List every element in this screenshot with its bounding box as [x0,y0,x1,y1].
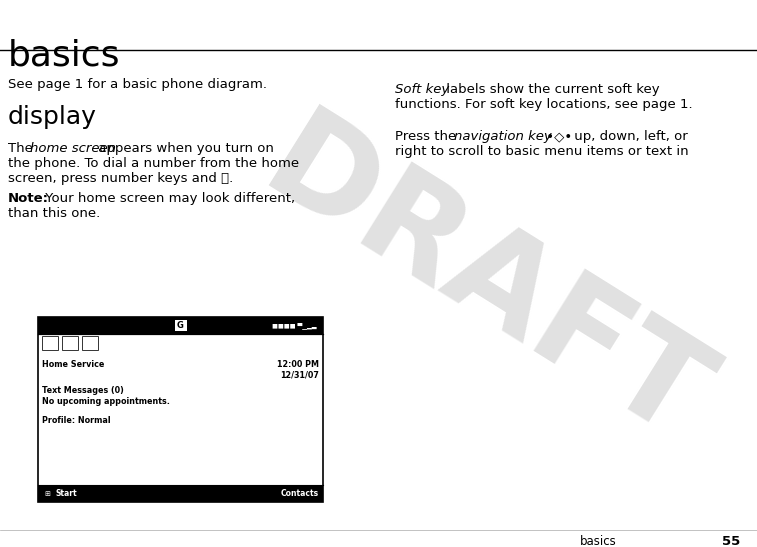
Text: than this one.: than this one. [8,207,100,220]
Text: basics: basics [580,535,617,547]
Text: 12:00 PM: 12:00 PM [277,360,319,369]
Text: ⊞: ⊞ [44,491,50,497]
Bar [42,336,58,350]
Text: 12/31/07: 12/31/07 [280,371,319,380]
Text: 55: 55 [721,535,740,547]
Text: No upcoming appointments.: No upcoming appointments. [42,397,170,406]
Text: Contacts: Contacts [281,489,319,498]
Text: ■■■■ ▀▁▂▃: ■■■■ ▀▁▂▃ [273,322,317,329]
Text: display: display [8,105,97,129]
Bar [62,336,78,350]
Text: See page 1 for a basic phone diagram.: See page 1 for a basic phone diagram. [8,78,267,91]
Text: Profile: Normal: Profile: Normal [42,416,111,425]
Text: appears when you turn on: appears when you turn on [94,142,274,155]
Bar [38,317,323,334]
Text: Home Service: Home Service [42,360,104,369]
Text: Start: Start [56,489,78,498]
Text: functions. For soft key locations, see page 1.: functions. For soft key locations, see p… [395,98,693,111]
Bar [175,320,186,331]
Bar [38,485,323,502]
Text: home screen: home screen [30,142,116,155]
Text: Soft key: Soft key [395,83,449,96]
Text: screen, press number keys and Ⓝ.: screen, press number keys and Ⓝ. [8,172,233,185]
Text: basics: basics [8,38,120,72]
Text: Your home screen may look different,: Your home screen may look different, [41,192,295,205]
Text: labels show the current soft key: labels show the current soft key [442,83,659,96]
Text: G: G [177,321,184,330]
Text: navigation key: navigation key [454,130,552,143]
Bar [82,336,98,350]
Text: Text Messages (0): Text Messages (0) [42,386,124,395]
Text: The: The [8,142,37,155]
Text: Note:: Note: [8,192,49,205]
Text: up, down, left, or: up, down, left, or [570,130,688,143]
Text: Press the: Press the [395,130,460,143]
Text: the phone. To dial a number from the home: the phone. To dial a number from the hom… [8,157,299,170]
Bar [38,317,323,502]
Text: DRAFT: DRAFT [241,100,727,469]
Text: right to scroll to basic menu items or text in: right to scroll to basic menu items or t… [395,145,689,158]
Text: •◇•: •◇• [542,130,572,143]
